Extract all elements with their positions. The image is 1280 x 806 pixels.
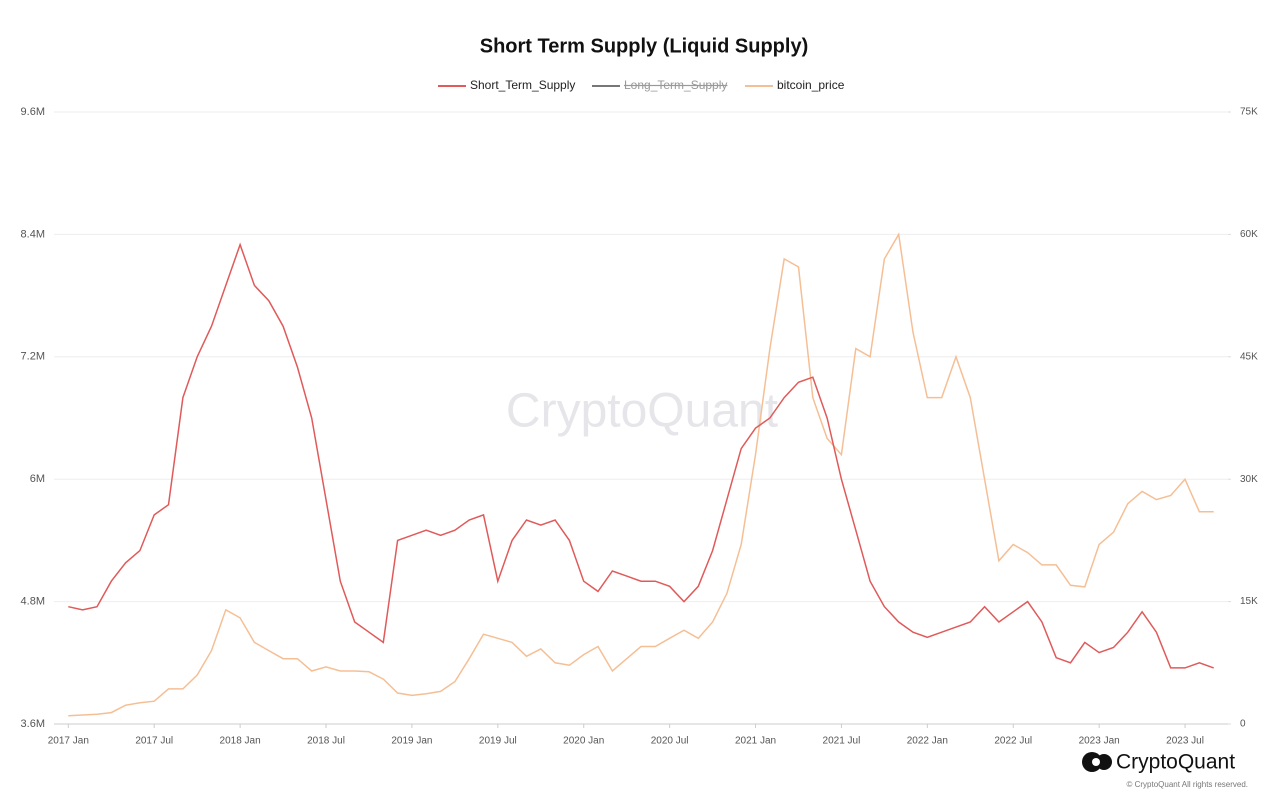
y2-tick-label: 75K xyxy=(1240,107,1258,118)
x-tick-label: 2018 Jan xyxy=(220,736,261,747)
y-tick-label: 4.8M xyxy=(21,596,45,608)
y-tick-label: 3.6M xyxy=(21,718,45,730)
y2-tick-label: 0 xyxy=(1240,719,1246,730)
chart-title: Short Term Supply (Liquid Supply) xyxy=(480,35,809,57)
x-tick-label: 2019 Jan xyxy=(391,736,432,747)
legend-label[interactable]: Long_Term_Supply xyxy=(624,78,727,92)
y2-tick-label: 30K xyxy=(1240,474,1258,485)
x-tick-label: 2023 Jan xyxy=(1079,736,1120,747)
x-tick-label: 2017 Jul xyxy=(135,736,173,747)
y-tick-label: 6M xyxy=(30,473,45,485)
watermark: CryptoQuant xyxy=(506,385,778,438)
x-tick-label: 2020 Jul xyxy=(651,736,689,747)
y-tick-label: 7.2M xyxy=(21,351,45,363)
x-tick-label: 2020 Jan xyxy=(563,736,604,747)
y-tick-label: 9.6M xyxy=(21,106,45,118)
brand-name: CryptoQuant xyxy=(1116,751,1235,774)
y2-tick-label: 60K xyxy=(1240,229,1258,240)
y2-tick-label: 15K xyxy=(1240,596,1258,607)
x-tick-label: 2017 Jan xyxy=(48,736,89,747)
x-tick-label: 2022 Jan xyxy=(907,736,948,747)
x-tick-label: 2022 Jul xyxy=(994,736,1032,747)
series-line xyxy=(68,242,1214,669)
brand-logo xyxy=(1082,752,1112,772)
y2-tick-label: 45K xyxy=(1240,351,1258,362)
x-tick-label: 2019 Jul xyxy=(479,736,517,747)
copyright: © CryptoQuant All rights reserved. xyxy=(1127,780,1249,789)
x-tick-label: 2023 Jul xyxy=(1166,736,1204,747)
y-tick-label: 8.4M xyxy=(21,228,45,240)
series-line xyxy=(68,232,1214,717)
x-tick-label: 2021 Jul xyxy=(823,736,861,747)
x-tick-label: 2021 Jan xyxy=(735,736,776,747)
legend-label[interactable]: bitcoin_price xyxy=(777,78,845,92)
x-tick-label: 2018 Jul xyxy=(307,736,345,747)
legend-label[interactable]: Short_Term_Supply xyxy=(470,78,575,92)
